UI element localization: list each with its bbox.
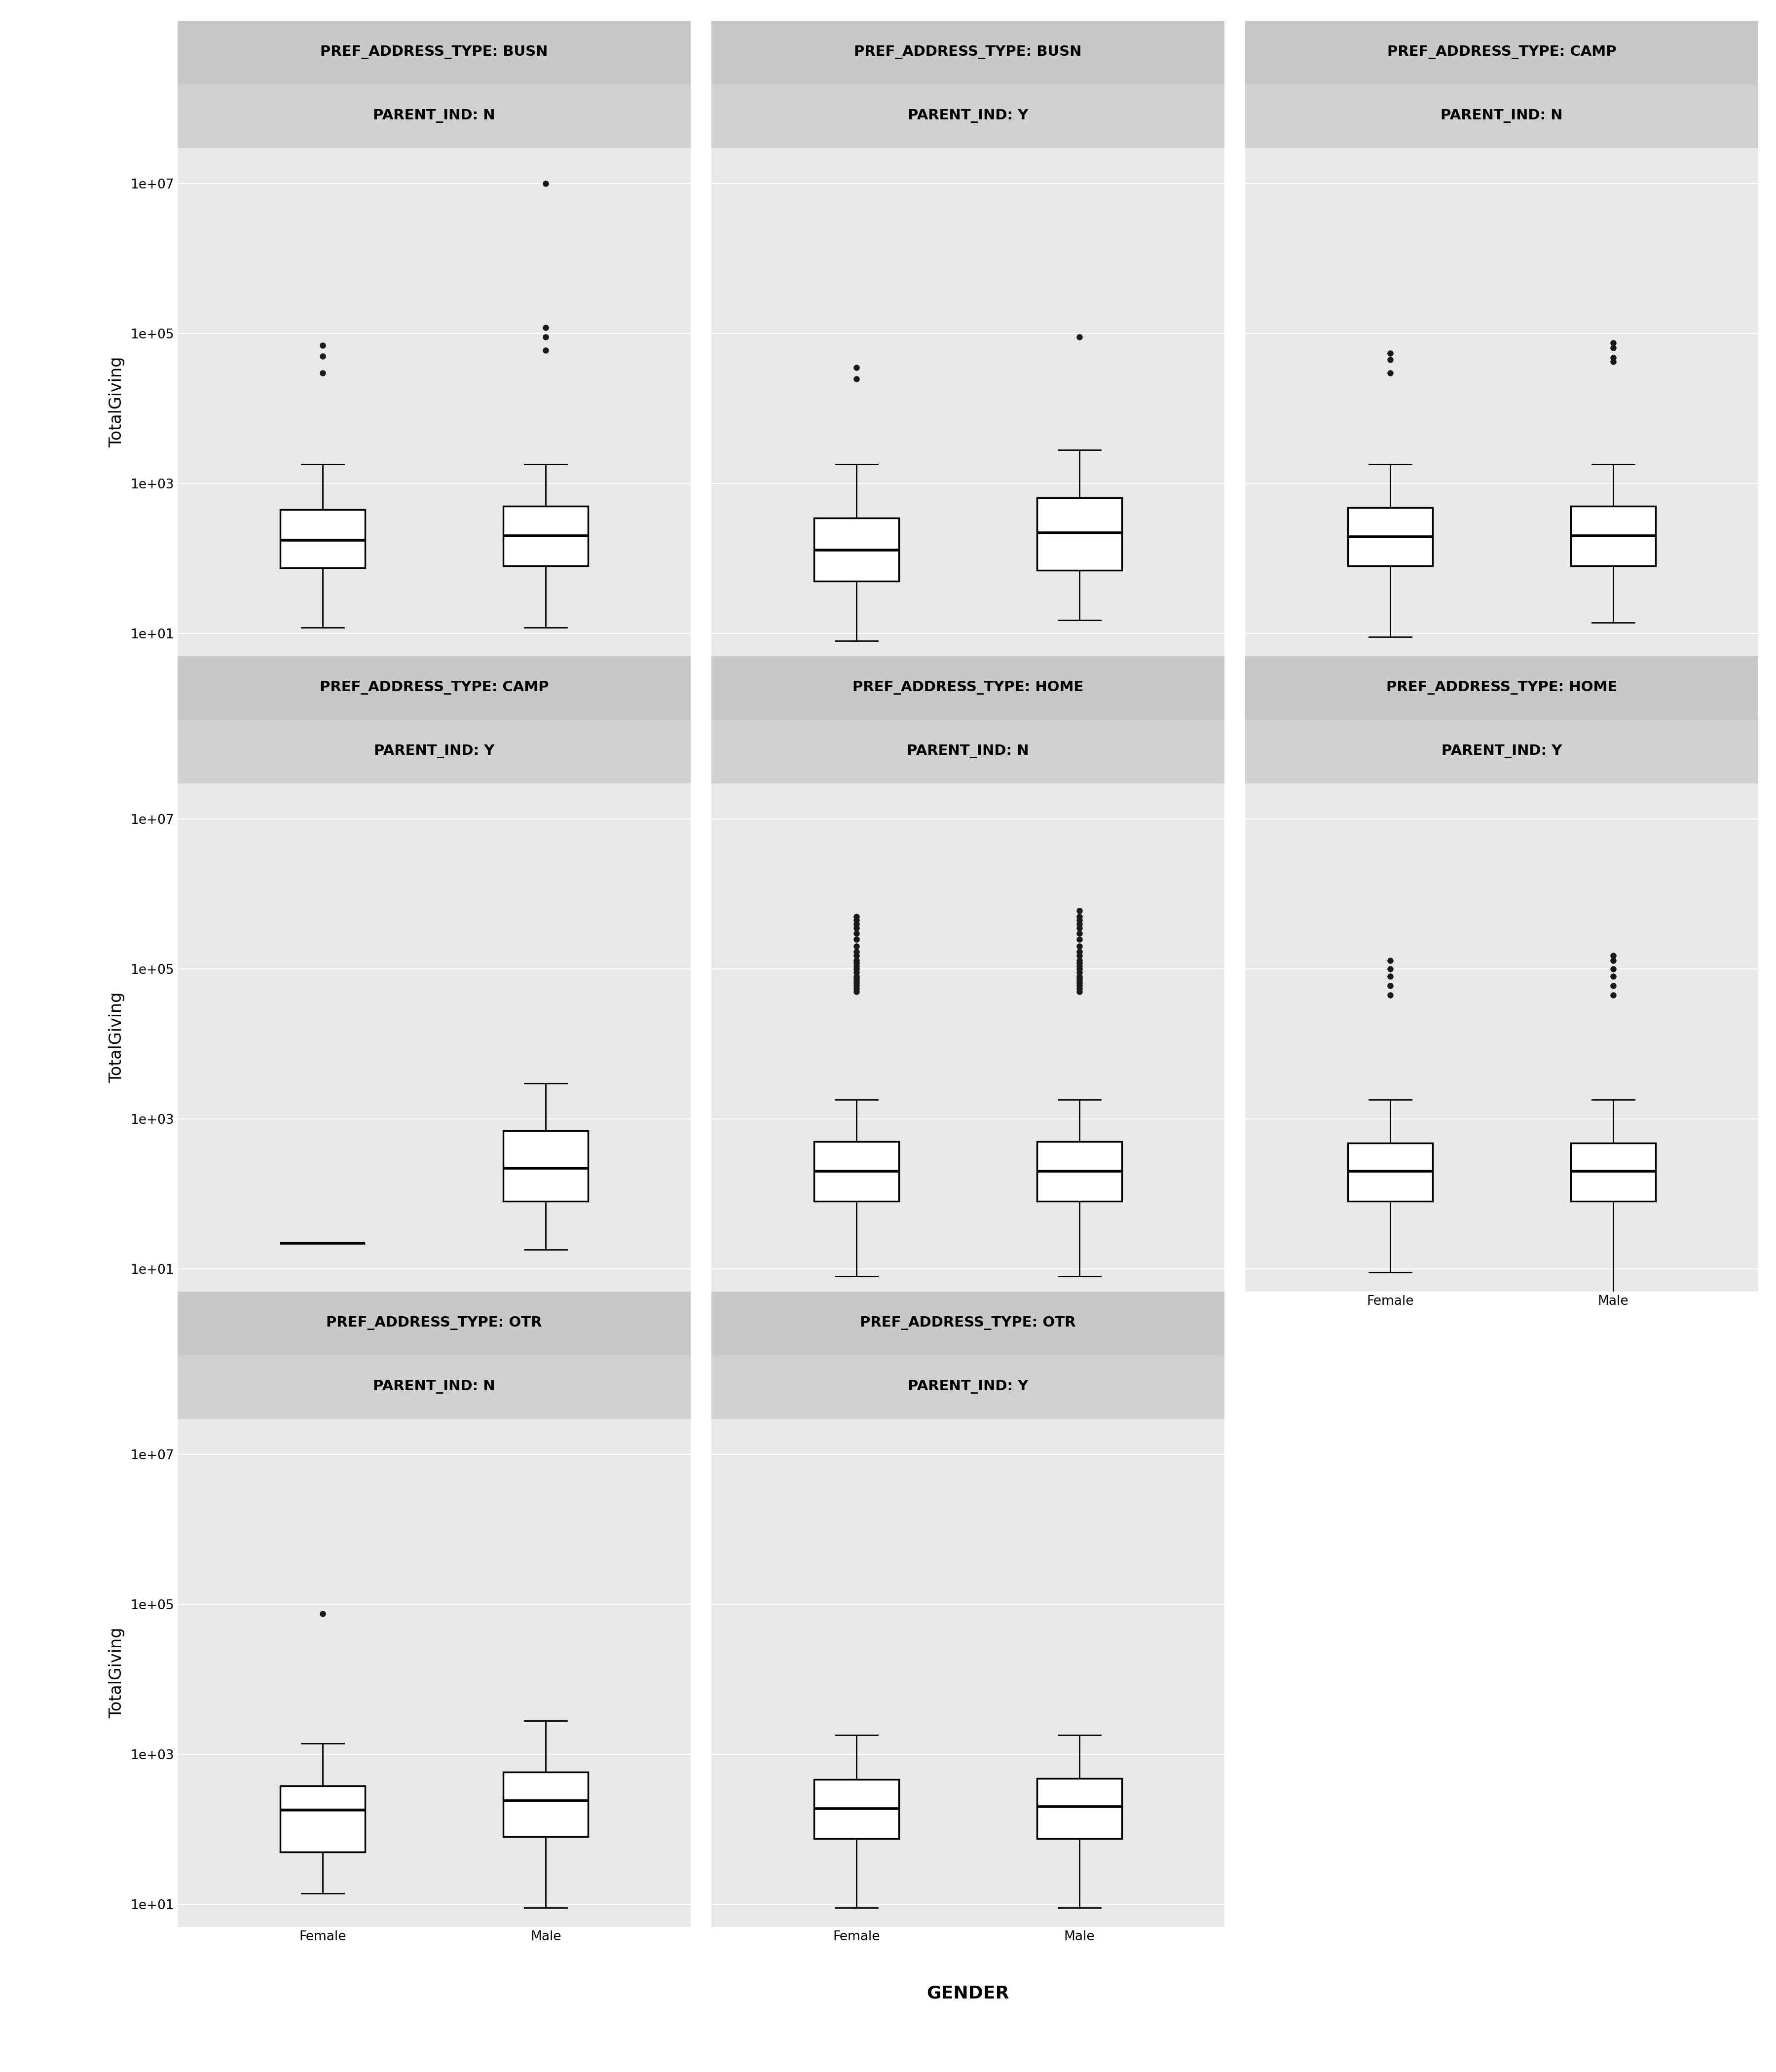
PathPatch shape	[1348, 1144, 1433, 1202]
PathPatch shape	[1570, 506, 1655, 566]
Text: PREF_ADDRESS_TYPE: OTR: PREF_ADDRESS_TYPE: OTR	[327, 1316, 542, 1330]
Text: PARENT_IND: Y: PARENT_IND: Y	[908, 110, 1028, 122]
Text: PREF_ADDRESS_TYPE: OTR: PREF_ADDRESS_TYPE: OTR	[860, 1316, 1076, 1330]
Text: PREF_ADDRESS_TYPE: HOME: PREF_ADDRESS_TYPE: HOME	[1385, 682, 1618, 694]
Text: PREF_ADDRESS_TYPE: BUSN: PREF_ADDRESS_TYPE: BUSN	[854, 46, 1082, 60]
PathPatch shape	[1348, 508, 1433, 566]
PathPatch shape	[813, 518, 899, 580]
Text: PARENT_IND: Y: PARENT_IND: Y	[1442, 744, 1561, 758]
Text: PREF_ADDRESS_TYPE: HOME: PREF_ADDRESS_TYPE: HOME	[852, 682, 1083, 694]
Text: PREF_ADDRESS_TYPE: CAMP: PREF_ADDRESS_TYPE: CAMP	[1387, 46, 1616, 60]
PathPatch shape	[1570, 1144, 1655, 1202]
Text: PARENT_IND: N: PARENT_IND: N	[373, 110, 496, 122]
Text: PARENT_IND: N: PARENT_IND: N	[1440, 110, 1563, 122]
PathPatch shape	[813, 1780, 899, 1838]
PathPatch shape	[1037, 497, 1122, 570]
PathPatch shape	[503, 506, 588, 566]
Text: PARENT_IND: N: PARENT_IND: N	[373, 1380, 496, 1394]
Y-axis label: TotalGiving: TotalGiving	[108, 1627, 124, 1718]
Text: PARENT_IND: N: PARENT_IND: N	[908, 744, 1028, 758]
PathPatch shape	[813, 1142, 899, 1202]
PathPatch shape	[1037, 1142, 1122, 1202]
PathPatch shape	[281, 1786, 366, 1852]
Text: PREF_ADDRESS_TYPE: CAMP: PREF_ADDRESS_TYPE: CAMP	[320, 682, 549, 694]
Text: PREF_ADDRESS_TYPE: BUSN: PREF_ADDRESS_TYPE: BUSN	[320, 46, 549, 60]
PathPatch shape	[281, 510, 366, 568]
PathPatch shape	[503, 1772, 588, 1836]
Text: PARENT_IND: Y: PARENT_IND: Y	[375, 744, 494, 758]
Text: GENDER: GENDER	[927, 1985, 1009, 2002]
Y-axis label: TotalGiving: TotalGiving	[108, 992, 124, 1084]
PathPatch shape	[503, 1131, 588, 1202]
Y-axis label: TotalGiving: TotalGiving	[108, 356, 124, 448]
Text: PARENT_IND: Y: PARENT_IND: Y	[908, 1380, 1028, 1394]
PathPatch shape	[1037, 1778, 1122, 1838]
